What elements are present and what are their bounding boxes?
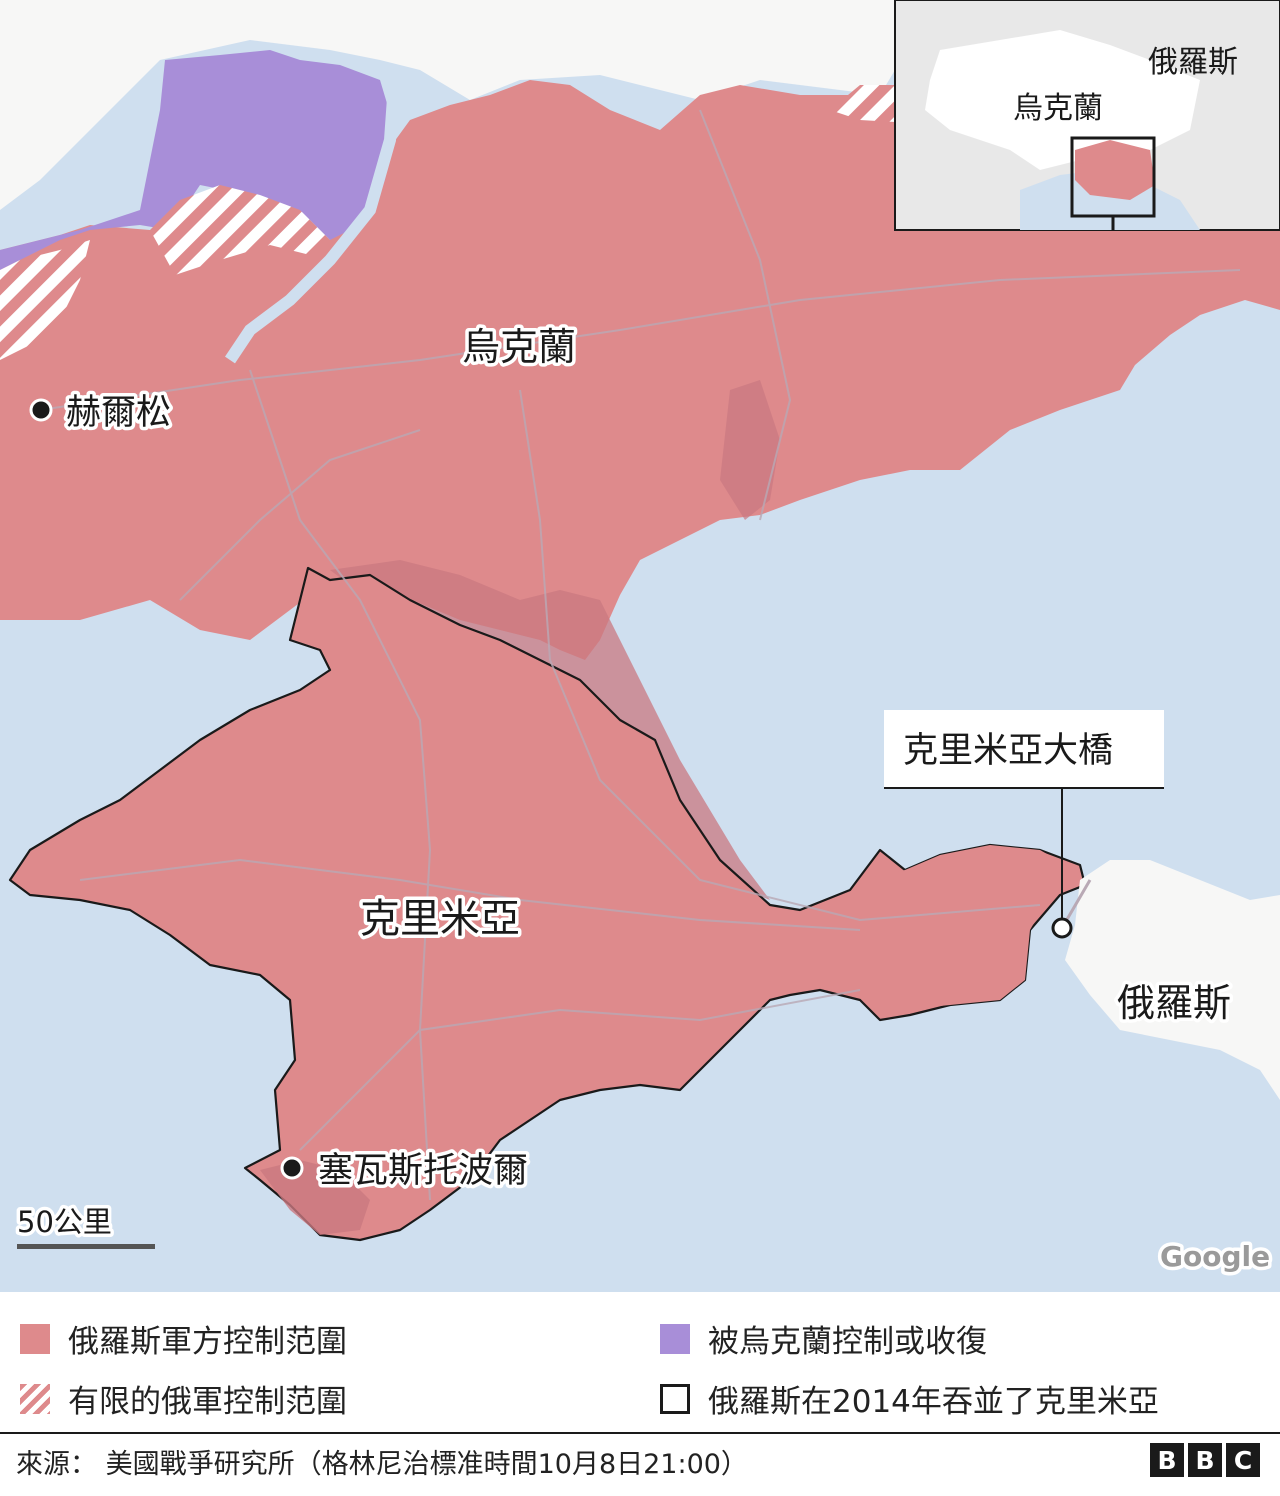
scale-label: 50公里 xyxy=(17,1205,112,1239)
dnipro-river xyxy=(225,69,401,364)
marsh-patch xyxy=(720,380,780,520)
legend-item-annexed-crimea: 俄羅斯在2014年吞並了克里米亞 xyxy=(660,1376,1159,1421)
limited-control-center xyxy=(150,185,330,275)
inset-label-ukraine: 烏克蘭 xyxy=(1013,91,1103,126)
swatch-limited-control xyxy=(20,1383,50,1414)
inset-ukraine-shape xyxy=(925,30,1200,170)
legend-item-ukraine-regained: 被烏克蘭控制或收復 xyxy=(660,1316,987,1361)
footer-rule xyxy=(0,1432,1280,1434)
limited-control-northeast xyxy=(830,85,895,122)
bbc-logo-letter: B xyxy=(1188,1443,1222,1477)
legend-label-annexed-crimea: 俄羅斯在2014年吞並了克里米亞 xyxy=(708,1384,1159,1420)
google-attribution: Google xyxy=(1160,1240,1270,1273)
label-kherson: 赫爾松 xyxy=(66,393,171,433)
inset-occupied xyxy=(1075,140,1155,200)
roads xyxy=(39,109,1241,1201)
kherson-marker xyxy=(29,398,53,422)
legend-label-limited-control: 有限的俄軍控制范圍 xyxy=(68,1384,347,1420)
inset-label-russia: 俄羅斯 xyxy=(1148,45,1238,80)
legend-item-limited-control: 有限的俄軍控制范圍 xyxy=(20,1376,347,1421)
map: 俄羅斯 烏克蘭 烏克蘭 克里米亞 俄羅斯 赫爾松 塞瓦斯托波爾 克里米亞大橋 5… xyxy=(0,0,1280,1292)
bridge-callout-label: 克里米亞大橋 xyxy=(903,731,1113,771)
mainland-land xyxy=(0,0,895,210)
bbc-logo-letter: C xyxy=(1226,1443,1260,1477)
limited-control-west xyxy=(0,240,90,360)
kerch-peninsula xyxy=(860,845,1075,1010)
source-note: 來源： 美國戰爭研究所（格林尼治標准時間10月8日21:00） xyxy=(16,1449,748,1480)
legend-item-russian-control: 俄羅斯軍方控制范圍 xyxy=(20,1316,347,1361)
label-russia: 俄羅斯 xyxy=(1117,981,1231,1025)
sevastopol-marker xyxy=(280,1156,304,1180)
ukraine-regained xyxy=(0,50,395,270)
legend: 俄羅斯軍方控制范圍 被烏克蘭控制或收復 有限的俄軍控制范圍 俄羅斯在2014年吞… xyxy=(0,1292,1280,1432)
inset-map: 俄羅斯 烏克蘭 xyxy=(894,0,1280,231)
swatch-ukraine-regained xyxy=(660,1323,690,1354)
label-crimea: 克里米亞 xyxy=(360,896,520,942)
label-sevastopol: 塞瓦斯托波爾 xyxy=(318,1151,528,1191)
bridge-marker xyxy=(1051,917,1073,939)
bbc-logo: B B C xyxy=(1150,1443,1260,1477)
bbc-logo-letter: B xyxy=(1150,1443,1184,1477)
sevastopol-zone xyxy=(260,1160,370,1235)
swatch-russian-control xyxy=(20,1323,50,1354)
russia-land-east xyxy=(1065,860,1280,1100)
label-ukraine: 烏克蘭 xyxy=(462,325,576,369)
legend-label-russian-control: 俄羅斯軍方控制范圍 xyxy=(68,1324,347,1360)
russian-control-mainland xyxy=(0,80,1280,660)
swatch-annexed-crimea xyxy=(660,1383,690,1414)
scale-bar xyxy=(17,1244,155,1249)
legend-label-ukraine-regained: 被烏克蘭控制或收復 xyxy=(708,1324,987,1360)
bridge-callout-box xyxy=(884,710,1164,788)
